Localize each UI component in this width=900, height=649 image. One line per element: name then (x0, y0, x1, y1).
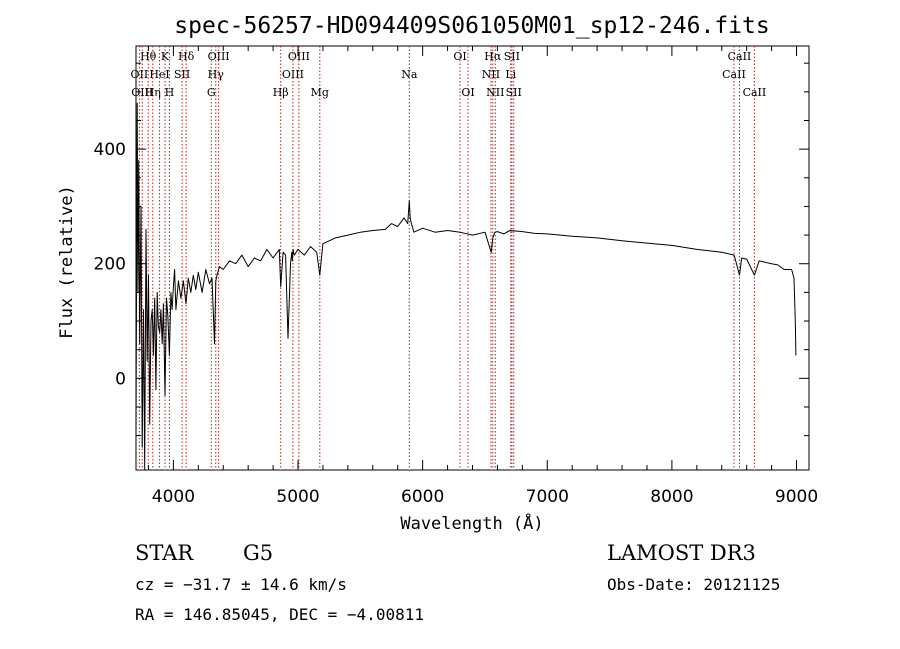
line-id-label: SII (506, 86, 522, 99)
line-id-label: Hθ (140, 50, 157, 63)
line-id-label: SII (504, 50, 520, 63)
line-id-label: SII (174, 68, 190, 81)
x-tick-label: 5000 (276, 487, 319, 507)
line-id-label: Mg (311, 86, 329, 99)
y-axis-label: Flux (relative) (57, 185, 77, 339)
line-id-label: H (165, 86, 175, 99)
x-tick-label: 4000 (152, 487, 195, 507)
survey-name: LAMOST DR3 (607, 541, 756, 565)
object-class: STAR (135, 541, 194, 565)
line-id-label: HeI (149, 68, 169, 81)
line-id-label: OIII (131, 86, 153, 99)
object-subclass: G5 (243, 541, 273, 565)
x-axis-label: Wavelength (Å) (400, 512, 543, 534)
line-id-label: OI (461, 86, 474, 99)
line-id-markers (138, 46, 755, 470)
y-tick-label: 200 (94, 255, 126, 275)
line-id-label: OII (131, 68, 149, 81)
y-tick-label: 0 (115, 369, 126, 389)
line-id-label: NII (482, 68, 500, 81)
line-id-label: NII (486, 86, 504, 99)
x-tick-label: 6000 (401, 487, 444, 507)
redshift-readout: cz = −31.7 ± 14.6 km/s (135, 575, 347, 594)
line-id-label: OIII (208, 50, 230, 63)
spectrum-line (135, 102, 797, 471)
line-id-label: Hα (484, 50, 502, 63)
line-id-label: Li (505, 68, 516, 81)
line-id-label: Na (401, 68, 418, 81)
line-id-label: CaII (743, 86, 767, 99)
line-id-label: G (207, 86, 216, 99)
line-id-label: CaII (728, 50, 752, 63)
x-tick-label: 7000 (526, 487, 569, 507)
line-id-label: OIII (288, 50, 310, 63)
line-id-label: Hδ (178, 50, 195, 63)
y-tick-label: 400 (94, 140, 126, 160)
line-id-label: K (161, 50, 170, 63)
x-axis-ticks: 4000 5000 6000 7000 8000 9000 (147, 46, 818, 507)
obs-date: Obs-Date: 20121125 (607, 575, 780, 594)
line-id-label: CaII (722, 68, 746, 81)
x-tick-label: 9000 (775, 487, 818, 507)
line-id-labels: OII OIII Hθ Hη HeI K H SII Hδ G Hγ OIII Hβ OIII OIII Mg… (131, 50, 767, 99)
plot-frame (135, 45, 810, 471)
line-id-label: OI (453, 50, 466, 63)
line-id-label: OIII (282, 68, 304, 81)
chart-title: spec-56257-HD094409S061050M01_sp12-246.f… (174, 13, 769, 39)
line-id-label: Hη (145, 86, 161, 99)
line-id-label: Hβ (273, 86, 289, 99)
coordinates-readout: RA = 146.85045, DEC = −4.00811 (135, 605, 424, 624)
line-id-label: Hγ (208, 68, 225, 81)
x-tick-label: 8000 (650, 487, 693, 507)
y-axis-ticks: 0 200 400 (94, 62, 809, 437)
